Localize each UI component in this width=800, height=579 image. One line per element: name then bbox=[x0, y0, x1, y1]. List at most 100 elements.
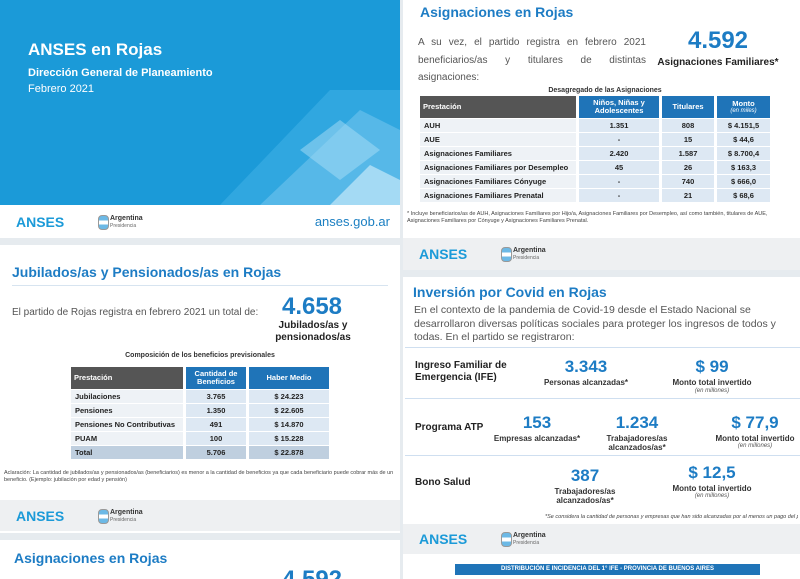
column-header: Niños, Niñas y Adolescentes bbox=[579, 96, 659, 118]
table-row: Jubilaciones 3.765 $ 24.223 bbox=[71, 390, 329, 403]
column-header: Prestación bbox=[71, 367, 183, 389]
cover-date: Febrero 2021 bbox=[28, 83, 95, 95]
metric-label: Empresas alcanzadas* bbox=[493, 434, 581, 443]
section-title: Inversión por Covid en Rojas bbox=[413, 284, 607, 300]
cell-value: 1.350 bbox=[186, 404, 246, 417]
row-label: Asignaciones Familiares Prenatal bbox=[420, 189, 576, 202]
table-row: Asignaciones Familiares Prenatal -21 $ 68,… bbox=[420, 189, 770, 202]
metric-label: Personas alcanzadas* bbox=[543, 378, 629, 387]
cell-value: 740 bbox=[662, 175, 714, 188]
metric-value: 1.234 bbox=[615, 413, 659, 432]
column-unit: (en miles) bbox=[730, 107, 757, 114]
footer-gov-sub: Presidencia bbox=[110, 516, 137, 523]
section-title: Asignaciones en Rojas bbox=[420, 4, 574, 20]
footer-logo: ANSES bbox=[419, 531, 468, 547]
cell-value: $ 8.700,4 bbox=[717, 147, 770, 160]
cover-title: ANSES en Rojas bbox=[28, 40, 163, 59]
row-label: Jubilaciones bbox=[71, 390, 183, 403]
row-label: Asignaciones Familiares por Desempleo bbox=[420, 161, 576, 174]
cell-value: $ 22.878 bbox=[249, 446, 329, 459]
cell-value: 3.765 bbox=[186, 390, 246, 403]
metric-label: Monto total invertido bbox=[672, 378, 752, 387]
cell-value: 2.420 bbox=[579, 147, 659, 160]
column-header: Prestación bbox=[420, 96, 576, 118]
footer-logo: ANSES bbox=[16, 213, 65, 230]
cell-value: 45 bbox=[579, 161, 659, 174]
footnote: * Incluye beneficiarios/as de AUH, Asign… bbox=[407, 211, 768, 225]
cell-value: 1.587 bbox=[662, 147, 714, 160]
gov-emblem bbox=[501, 532, 512, 547]
footer-gov: Argentina bbox=[110, 508, 143, 516]
table-row: Asignaciones Familiares 2.420 1.587 $ 8.700… bbox=[420, 147, 770, 160]
total-label: Asignaciones Familiares* bbox=[657, 57, 779, 68]
row-label: Asignaciones Familiares bbox=[420, 147, 576, 160]
footnote: *Se considera la cantidad de personas y … bbox=[545, 514, 798, 520]
intro-text: En el contexto de la pandemia de Covid-1… bbox=[414, 304, 776, 344]
footer-logo: ANSES bbox=[16, 507, 65, 524]
cell-value: 15 bbox=[662, 133, 714, 146]
metric-unit: (en millones) bbox=[694, 388, 730, 394]
table-row: Pensiones No Contributivas 491 $ 14.870 bbox=[71, 418, 329, 431]
table-title: Desagregado de las Asignaciones bbox=[548, 87, 662, 94]
intro-text: El partido de Rojas registra en febrero … bbox=[12, 307, 259, 318]
metric-unit: (en millones) bbox=[737, 443, 773, 449]
total-number: 4.592 bbox=[262, 566, 362, 579]
cell-value: $ 68,6 bbox=[717, 189, 770, 202]
footer-bar bbox=[403, 238, 800, 270]
data-table: Prestación Niños, Niñas y Adolescentes Tit… bbox=[417, 95, 773, 203]
row-label: Pensiones No Contributivas bbox=[71, 418, 183, 431]
table-title: Composición de los beneficios previsiona… bbox=[125, 352, 275, 359]
jubilados-page bbox=[0, 245, 400, 533]
footer-gov-sub: Presidencia bbox=[513, 255, 540, 261]
cell-value: - bbox=[579, 133, 659, 146]
cover-page bbox=[0, 0, 400, 238]
metric-unit: (en millones) bbox=[694, 493, 730, 499]
program-label: Programa ATP bbox=[415, 422, 484, 433]
cell-value: - bbox=[579, 189, 659, 202]
row-label: PUAM bbox=[71, 432, 183, 445]
column-header: Haber Medio bbox=[249, 367, 329, 389]
divider bbox=[405, 347, 800, 348]
section-title: Asignaciones en Rojas bbox=[14, 550, 168, 566]
cell-value: $ 14.870 bbox=[249, 418, 329, 431]
metric-value: $ 77,9 bbox=[731, 413, 779, 432]
row-label: AUE bbox=[420, 133, 576, 146]
footer-logo: ANSES bbox=[419, 246, 468, 262]
cell-value: 26 bbox=[662, 161, 714, 174]
footer-bar bbox=[0, 500, 400, 531]
cell-value: $ 22.605 bbox=[249, 404, 329, 417]
footer-gov: Argentina bbox=[110, 214, 143, 222]
divider bbox=[12, 285, 388, 286]
cell-value: $ 44,6 bbox=[717, 133, 770, 146]
metric-label: Monto total invertido bbox=[715, 434, 795, 443]
table-row: Asignaciones Familiares por Desempleo 45 2… bbox=[420, 161, 770, 174]
metric-value: 153 bbox=[522, 413, 552, 432]
metric-label: Trabajadores/as alcanzados/as* bbox=[554, 487, 616, 505]
row-label: Total bbox=[71, 446, 183, 459]
cover-background bbox=[0, 0, 400, 205]
table-row: Pensiones 1.350 $ 22.605 bbox=[71, 404, 329, 417]
footer-gov-sub: Presidencia bbox=[513, 540, 540, 546]
table-title: DISTRIBUCIÓN E INCIDENCIA DEL 1° IFE - P… bbox=[501, 566, 714, 572]
divider bbox=[405, 455, 800, 456]
intro-text: A su vez, el partido registra en febrero… bbox=[418, 37, 646, 83]
header-row: Prestación Niños, Niñas y Adolescentes Tit… bbox=[420, 96, 770, 118]
section-title: Jubilados/as y Pensionados/as en Rojas bbox=[12, 264, 282, 280]
metric-value: 3.343 bbox=[564, 357, 608, 376]
gov-emblem bbox=[98, 214, 109, 230]
next-page bbox=[0, 540, 400, 579]
metric-value: $ 99 bbox=[695, 357, 729, 376]
total-label: Jubilados/as y pensionados/as bbox=[275, 320, 351, 343]
cell-value: 100 bbox=[186, 432, 246, 445]
cell-value: $ 666,0 bbox=[717, 175, 770, 188]
table-row: AUH 1.351 808 $ 4.151,5 bbox=[420, 119, 770, 132]
cell-value: 21 bbox=[662, 189, 714, 202]
table-row: Asignaciones Familiares Cónyuge -740 $ 666… bbox=[420, 175, 770, 188]
cover-url: anses.gob.ar bbox=[314, 213, 390, 229]
divider bbox=[405, 398, 800, 399]
footer-gov: Argentina bbox=[513, 247, 546, 254]
column-header: Cantidad de Beneficios bbox=[186, 367, 246, 389]
table-row: Total 5.706 $ 22.878 bbox=[71, 446, 329, 459]
cell-value: 1.351 bbox=[579, 119, 659, 132]
